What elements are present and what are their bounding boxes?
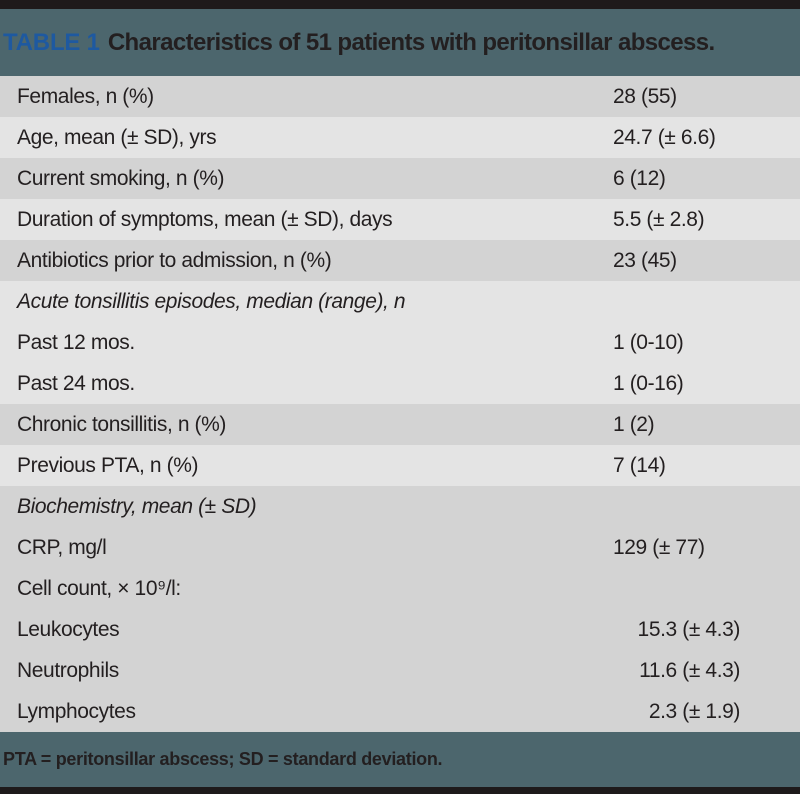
table-row: Lymphocytes 2.3 (± 1.9) <box>0 691 800 732</box>
table-row: Biochemistry, mean (± SD) <box>0 486 800 527</box>
row-label: Chronic tonsillitis, n (%) <box>17 412 226 436</box>
row-value: 1 (2) <box>613 412 655 436</box>
row-label: Previous PTA, n (%) <box>17 453 199 477</box>
table-row: Chronic tonsillitis, n (%) 1 (2) <box>0 404 800 445</box>
table-row: Past 12 mos. 1 (0-10) <box>0 322 800 363</box>
table-row: Previous PTA, n (%) 7 (14) <box>0 445 800 486</box>
row-label: Antibiotics prior to admission, n (%) <box>17 248 332 272</box>
row-label: Past 12 mos. <box>17 330 135 354</box>
table-row: Age, mean (± SD), yrs 24.7 (± 6.6) <box>0 117 800 158</box>
row-value: 2.3 (± 1.9) <box>648 699 741 723</box>
bottom-border-bar <box>0 787 800 794</box>
footnote-text: PTA = peritonsillar abscess; SD = standa… <box>3 749 443 769</box>
row-value: 23 (45) <box>613 248 677 272</box>
row-label: CRP, mg/l <box>17 535 107 559</box>
row-label: Leukocytes <box>17 617 120 641</box>
row-value: 5.5 (± 2.8) <box>613 207 705 231</box>
row-label: Neutrophils <box>17 658 119 682</box>
table-row: Females, n (%) 28 (55) <box>0 76 800 117</box>
row-label: Current smoking, n (%) <box>17 166 225 190</box>
row-value: 1 (0-16) <box>613 371 684 395</box>
row-value: 6 (12) <box>613 166 666 190</box>
table-row: CRP, mg/l 129 (± 77) <box>0 527 800 568</box>
table-row: Acute tonsillitis episodes, median (rang… <box>0 281 800 322</box>
row-value: 28 (55) <box>613 84 677 108</box>
row-label: Biochemistry, mean (± SD) <box>17 494 257 518</box>
table-row: Duration of symptoms, mean (± SD), days … <box>0 199 800 240</box>
row-value: 129 (± 77) <box>613 535 705 559</box>
table-row: Leukocytes 15.3 (± 4.3) <box>0 609 800 650</box>
row-value: 11.6 (± 4.3) <box>639 658 740 682</box>
table-row: Antibiotics prior to admission, n (%) 23… <box>0 240 800 281</box>
row-value: 15.3 (± 4.3) <box>637 617 741 641</box>
row-label: Duration of symptoms, mean (± SD), days <box>17 207 393 231</box>
top-border-bar <box>0 0 800 9</box>
row-label: Females, n (%) <box>17 84 154 108</box>
table-body: Females, n (%) 28 (55) Age, mean (± SD),… <box>0 76 800 732</box>
row-label: Acute tonsillitis episodes, median (rang… <box>17 289 406 313</box>
row-value: 24.7 (± 6.6) <box>613 125 716 149</box>
table-row: Current smoking, n (%) 6 (12) <box>0 158 800 199</box>
row-label: Cell count, × 10⁹/l: <box>17 576 181 600</box>
row-label: Past 24 mos. <box>17 371 135 395</box>
row-value: 1 (0-10) <box>613 330 684 354</box>
table-row: Cell count, × 10⁹/l: <box>0 568 800 609</box>
table-row: Neutrophils 11.6 (± 4.3) <box>0 650 800 691</box>
row-value: 7 (14) <box>613 453 666 477</box>
table-footer-band: PTA = peritonsillar abscess; SD = standa… <box>0 732 800 787</box>
row-label: Lymphocytes <box>17 699 136 723</box>
table-row: Past 24 mos. 1 (0-16) <box>0 363 800 404</box>
row-label: Age, mean (± SD), yrs <box>17 125 217 149</box>
table-title: Characteristics of 51 patients with peri… <box>107 28 715 56</box>
table-number-label: TABLE 1 <box>3 28 100 56</box>
table-header-band: TABLE 1 Characteristics of 51 patients w… <box>0 9 800 76</box>
